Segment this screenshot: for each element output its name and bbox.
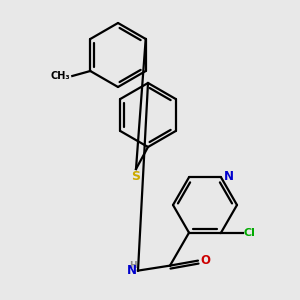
Text: S: S	[131, 170, 140, 183]
Text: N: N	[127, 264, 137, 277]
Text: H: H	[129, 261, 137, 270]
Text: CH₃: CH₃	[51, 71, 70, 81]
Text: Cl: Cl	[244, 228, 256, 238]
Text: O: O	[200, 254, 210, 267]
Text: N: N	[224, 170, 234, 183]
